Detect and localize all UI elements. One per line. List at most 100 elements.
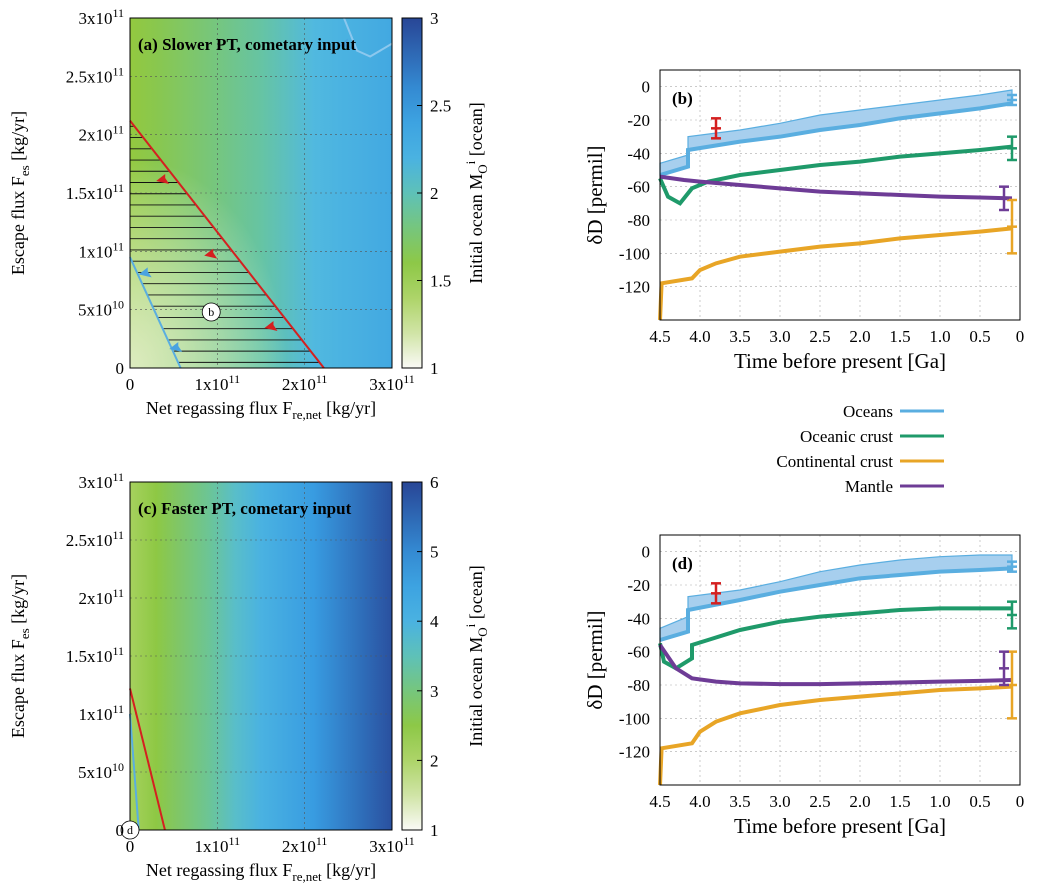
- legend-label-oceans: Oceans: [843, 402, 893, 421]
- y-tick-label: 3x1011: [78, 6, 124, 28]
- x-tick-label: 2.5: [809, 327, 830, 346]
- x-axis-label: Time before present [Ga]: [734, 814, 946, 838]
- x-tick-label: 3x1011: [369, 372, 415, 394]
- x-tick-label: 4.5: [649, 327, 670, 346]
- y-tick-label: 0: [642, 543, 651, 562]
- heatmap-panel-a: (a) Slower PT, cometary input b 0 1x1011 2x1…: [8, 6, 490, 422]
- y-tick-label: 0: [116, 821, 125, 840]
- y-tick-label: -20: [627, 111, 650, 130]
- x-tick-label: 3.0: [769, 792, 790, 811]
- series-line-oceanic-crust: [660, 608, 1012, 668]
- x-tick-label: 4.5: [649, 792, 670, 811]
- y-tick-label: -80: [627, 211, 650, 230]
- y-tick-label: -20: [627, 576, 650, 595]
- line-panel-d: (d) 4.5 4.0 3.5 3.0 2.5 2.0 1.5 1.0 0.5 0 0 -20 -40 -6…: [583, 535, 1024, 838]
- y-tick-label: 1x1011: [78, 239, 124, 261]
- legend-label-oceanic-crust: Oceanic crust: [800, 427, 893, 446]
- x-tick-label: 2.0: [849, 327, 870, 346]
- series-line-mantle: [660, 645, 1012, 684]
- panel-link-marker-label: b: [208, 305, 214, 319]
- y-tick-label: 1x1011: [78, 702, 124, 724]
- x-tick-label: 1.5: [889, 792, 910, 811]
- colorbar-tick-label: 5: [430, 543, 439, 562]
- legend: Oceans Oceanic crust Continental crust M…: [776, 402, 944, 496]
- x-tick-label: 4.0: [689, 792, 710, 811]
- x-tick-label: 0: [126, 837, 135, 856]
- y-tick-label: -60: [627, 178, 650, 197]
- colorbar-tick-label: 1.5: [430, 272, 451, 291]
- y-tick-label: 2x1011: [78, 123, 124, 145]
- y-tick-label: 1.5x1011: [66, 644, 124, 666]
- x-axis-label: Time before present [Ga]: [734, 349, 946, 373]
- y-axis-label: Escape flux Fes [kg/yr]: [8, 111, 32, 275]
- y-axis-label: Escape flux Fes [kg/yr]: [8, 574, 32, 738]
- legend-label-continental-crust: Continental crust: [776, 452, 893, 471]
- colorbar-tick-label: 1: [430, 359, 439, 378]
- y-tick-label: 0: [642, 78, 651, 97]
- x-tick-label: 3.5: [729, 792, 750, 811]
- x-tick-label: 3.5: [729, 327, 750, 346]
- y-tick-label: -100: [619, 709, 650, 728]
- x-tick-label: 2x1011: [282, 834, 328, 856]
- y-tick-label: 5x1010: [78, 298, 124, 320]
- x-tick-label: 2.0: [849, 792, 870, 811]
- y-tick-label: 2.5x1011: [66, 64, 124, 86]
- heatmap-panel-c: (c) Faster PT, cometary input d0 1x1011 2x1…: [8, 470, 490, 884]
- x-tick-label: 2x1011: [282, 372, 328, 394]
- series-line-continental-crust: [660, 687, 1012, 785]
- x-tick-label: 0: [126, 375, 135, 394]
- colorbar-tick-label: 2.5: [430, 97, 451, 116]
- y-tick-label: -120: [619, 743, 650, 762]
- x-tick-label: 1x1011: [195, 834, 241, 856]
- y-tick-label: -100: [619, 244, 650, 263]
- panel-title: (c) Faster PT, cometary input: [138, 499, 352, 518]
- y-tick-label: 5x1010: [78, 760, 124, 782]
- x-tick-label: 3x1011: [369, 834, 415, 856]
- x-tick-label: 1x1011: [195, 372, 241, 394]
- y-tick-label: 0: [116, 359, 125, 378]
- colorbar-tick-label: 1: [430, 821, 439, 840]
- colorbar-label: Initial ocean MOi [ocean]: [463, 102, 490, 283]
- y-axis-label: δD [permil]: [583, 145, 607, 244]
- x-tick-label: 1.0: [929, 792, 950, 811]
- series-line-oceanic-crust: [660, 147, 1012, 204]
- legend-label-mantle: Mantle: [845, 477, 893, 496]
- x-tick-label: 0: [1016, 327, 1025, 346]
- y-tick-label: -80: [627, 676, 650, 695]
- colorbar-tick-label: 3: [430, 682, 439, 701]
- y-tick-label: -60: [627, 643, 650, 662]
- x-tick-label: 0.5: [969, 327, 990, 346]
- colorbar-tick-label: 2: [430, 184, 439, 203]
- panel-label: (d): [672, 554, 693, 573]
- colorbar-tick-label: 3: [430, 9, 439, 28]
- y-tick-label: 2.5x1011: [66, 528, 124, 550]
- colorbar: [402, 482, 422, 830]
- y-tick-label: -120: [619, 278, 650, 297]
- x-tick-label: 2.5: [809, 792, 830, 811]
- x-tick-label: 1.0: [929, 327, 950, 346]
- line-panel-b: (b) 4.5 4.0 3.5 3.0 2.5 2.0 1.5 1.0 0.5 0 0 -20 -40 -6…: [583, 70, 1024, 373]
- y-tick-label: 2x1011: [78, 586, 124, 608]
- x-axis-label: Net regassing flux Fre,net [kg/yr]: [146, 398, 376, 422]
- panel-title: (a) Slower PT, cometary input: [138, 35, 356, 54]
- x-tick-label: 1.5: [889, 327, 910, 346]
- x-tick-label: 4.0: [689, 327, 710, 346]
- oceans-range-band: [660, 555, 1012, 640]
- y-tick-label: -40: [627, 144, 650, 163]
- panel-label: (b): [672, 89, 693, 108]
- colorbar-label: Initial ocean MOi [ocean]: [463, 565, 490, 746]
- y-tick-label: 3x1011: [78, 470, 124, 492]
- colorbar-tick-label: 6: [430, 473, 439, 492]
- x-tick-label: 0: [1016, 792, 1025, 811]
- panel-link-marker-label: d: [127, 823, 133, 837]
- colorbar-tick-label: 2: [430, 751, 439, 770]
- x-tick-label: 0.5: [969, 792, 990, 811]
- y-tick-label: -40: [627, 609, 650, 628]
- x-tick-label: 3.0: [769, 327, 790, 346]
- y-axis-label: δD [permil]: [583, 610, 607, 709]
- x-axis-label: Net regassing flux Fre,net [kg/yr]: [146, 860, 376, 884]
- colorbar-tick-label: 4: [430, 612, 439, 631]
- series-line-continental-crust: [660, 228, 1012, 320]
- y-tick-label: 1.5x1011: [66, 181, 124, 203]
